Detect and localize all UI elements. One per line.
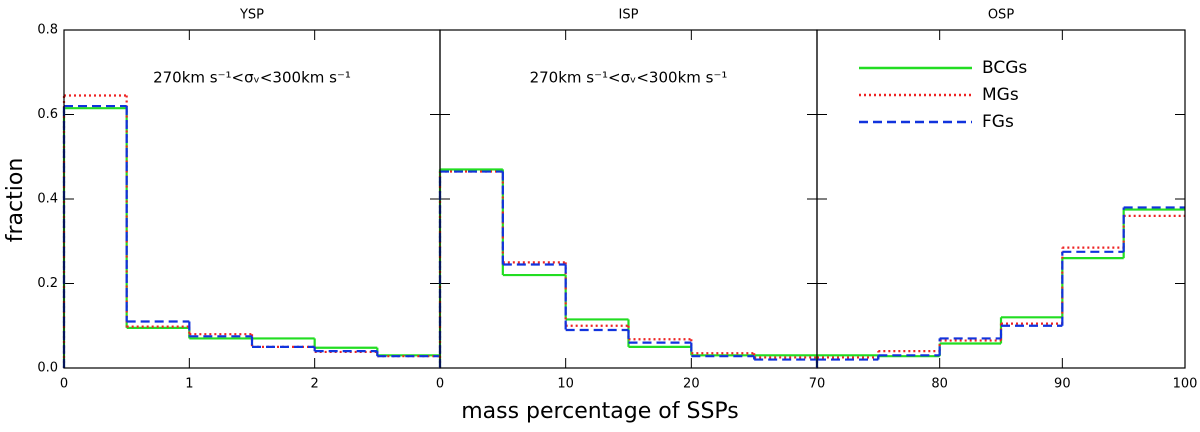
legend-label: FGs [982, 112, 1014, 132]
y-tick-label: 0.4 [37, 192, 58, 207]
x-tick-label: 0 [436, 377, 444, 392]
x-tick-label: 10 [557, 377, 574, 392]
legend-label: MGs [982, 85, 1019, 105]
x-tick-label: 20 [683, 377, 700, 392]
y-tick-label: 0.6 [37, 107, 58, 122]
x-tick-label: 100 [1173, 377, 1198, 392]
panel-title: YSP [239, 8, 264, 23]
x-tick-label: 0 [60, 377, 68, 392]
x-tick-label: 90 [1054, 377, 1071, 392]
annotation: 270km s⁻¹<σᵥ<300km s⁻¹ [530, 69, 728, 87]
x-tick-label: 1 [185, 377, 193, 392]
panel-frame [816, 29, 1186, 369]
y-tick-label: 0.8 [37, 23, 58, 38]
y-tick-label: 0.2 [37, 276, 58, 291]
x-axis-label: mass percentage of SSPs [461, 399, 739, 424]
y-axis-label: fraction [3, 158, 28, 243]
x-tick-label: 70 [809, 377, 826, 392]
legend-label: BCGs [982, 58, 1027, 78]
y-tick-label: 0.0 [37, 361, 58, 376]
x-tick-label: 2 [311, 377, 319, 392]
panel-title: OSP [988, 8, 1014, 23]
panel-title: ISP [619, 8, 639, 23]
annotation: 270km s⁻¹<σᵥ<300km s⁻¹ [153, 69, 351, 87]
x-tick-label: 80 [931, 377, 948, 392]
